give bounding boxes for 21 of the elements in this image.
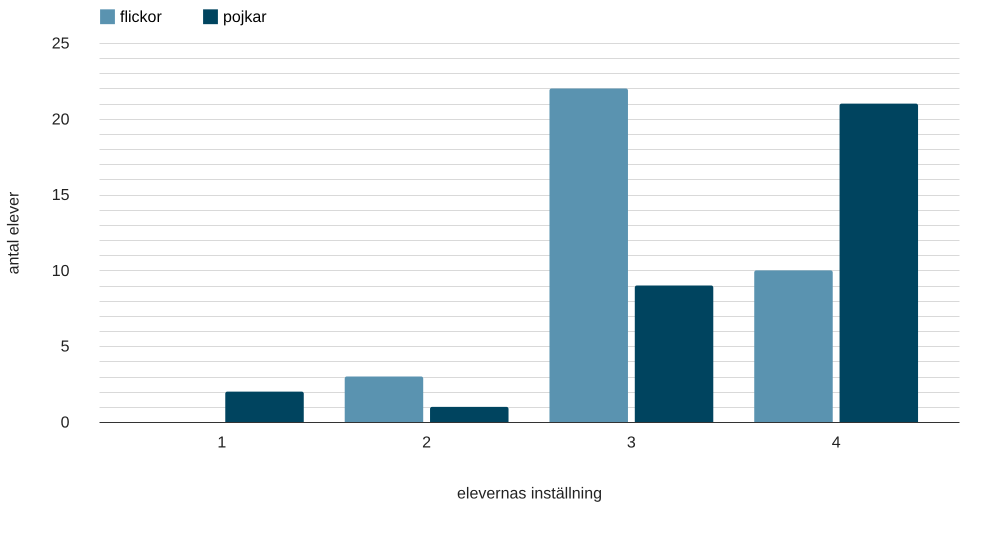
- legend-label: pojkar: [223, 8, 268, 26]
- legend-label: flickor: [120, 8, 162, 26]
- bar: [634, 286, 714, 422]
- bar: [840, 104, 918, 422]
- y-tick-label: 20: [52, 111, 70, 128]
- bar: [225, 392, 304, 422]
- x-axis-title: elevernas inställning: [457, 486, 602, 502]
- x-tick-label: 3: [626, 434, 636, 452]
- y-tick-label: 25: [52, 36, 70, 52]
- bar: [754, 270, 833, 422]
- x-tick-label: 2: [422, 434, 432, 452]
- bar: [430, 406, 509, 422]
- y-tick-label: 0: [60, 414, 70, 432]
- x-tick-label: 1: [217, 434, 226, 452]
- y-tick-label: 10: [52, 262, 70, 280]
- x-tick-label: 4: [832, 434, 841, 452]
- bar: [344, 376, 424, 422]
- y-tick-label: 15: [52, 187, 70, 204]
- y-tick-label: 5: [60, 338, 70, 356]
- bar: [549, 88, 628, 422]
- y-axis-title: antal elever: [6, 190, 23, 274]
